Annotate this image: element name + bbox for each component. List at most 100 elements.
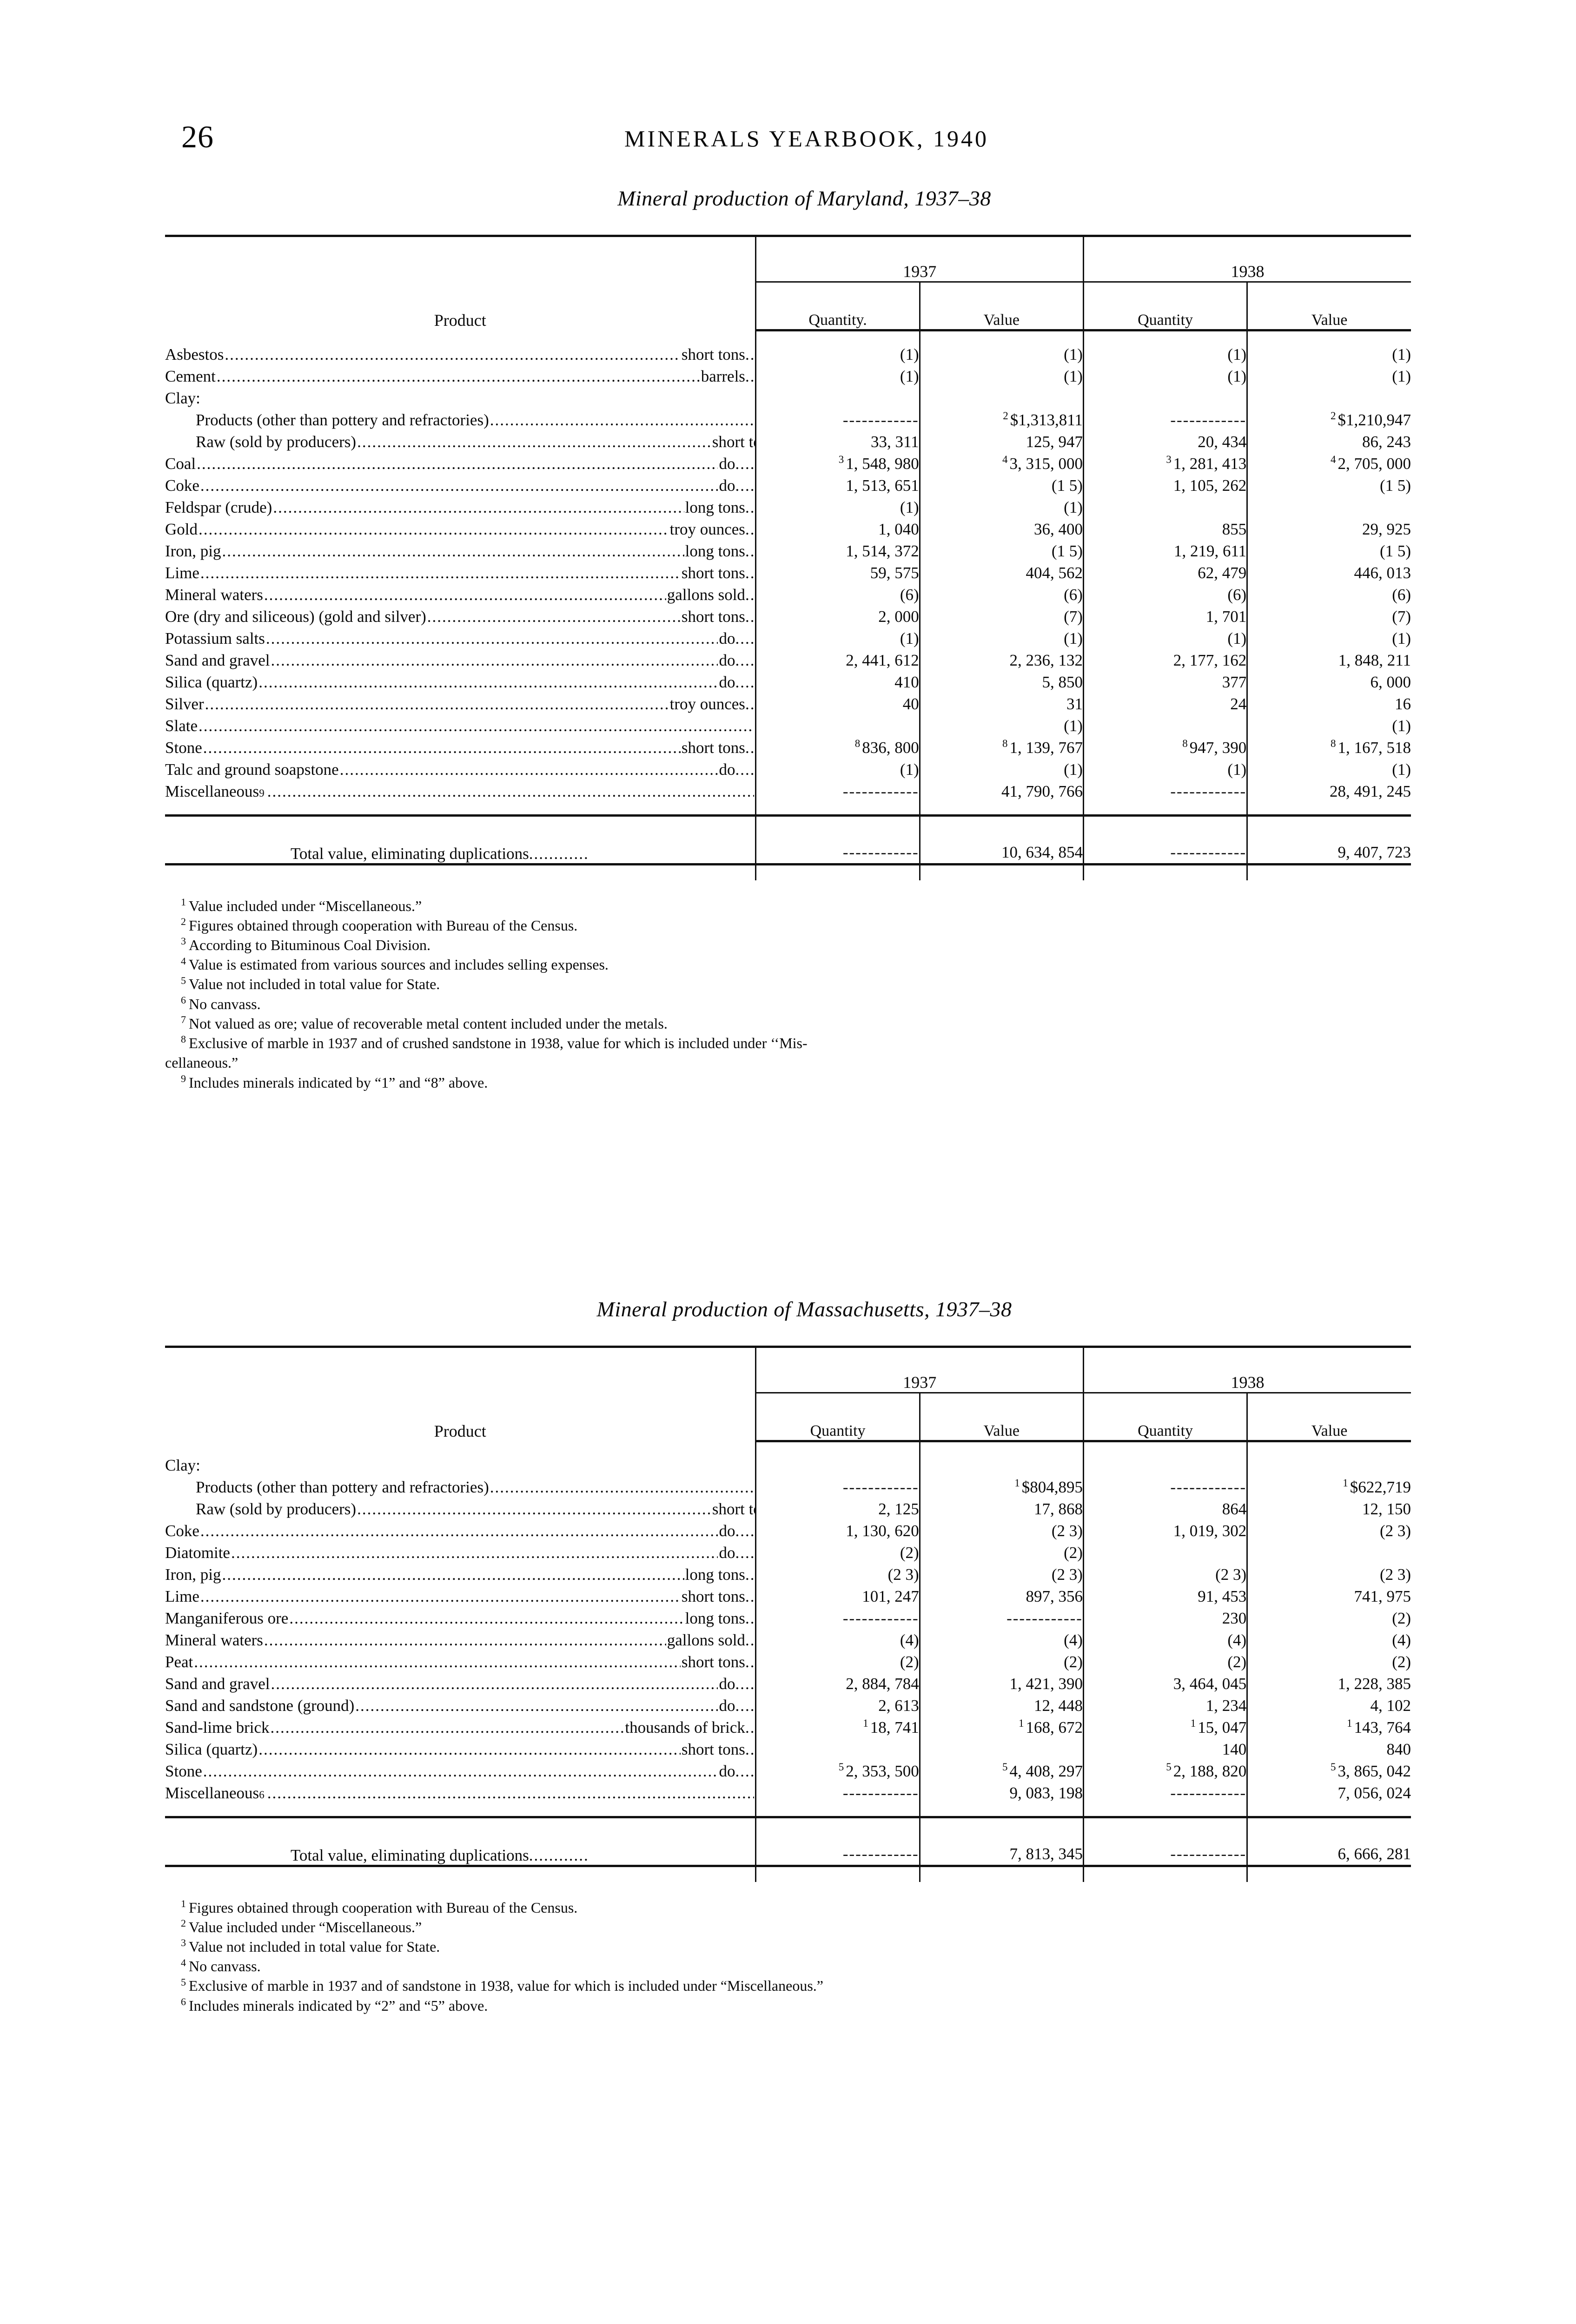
empty-dash-leader: ------------: [842, 1478, 919, 1496]
quantity-1938-cell: 1, 234: [1082, 1694, 1247, 1717]
product-cell: Mineral waters..........................…: [165, 1629, 756, 1651]
value-1938-cell: 29, 925: [1246, 518, 1411, 540]
empty-dash-leader: ------------: [1170, 410, 1247, 429]
maryland-table-body: Asbestos................................…: [165, 330, 1411, 880]
cell-value: 2, 613: [878, 1696, 919, 1715]
product-label: Potassium salts: [165, 629, 265, 647]
cell-value: 2, 177, 162: [1173, 651, 1247, 669]
product-leader-row: Feldspar (crude)........................…: [165, 496, 755, 518]
footnote-line: 1 Figures obtained through cooperation wi…: [165, 1898, 1411, 1917]
unit-label: do: [719, 1521, 735, 1540]
product-cell: Cement..................................…: [165, 365, 756, 387]
unit-dot-leader: ....: [735, 651, 755, 669]
spacer-cell: [1082, 330, 1247, 343]
cell-value: (2): [1227, 1652, 1247, 1671]
cell-value: 33, 311: [870, 432, 919, 451]
unit-label: thousands of brick: [625, 1718, 745, 1736]
product-cell: Manganiferous ore.......................…: [165, 1607, 756, 1629]
product-cell: Ore (dry and siliceous) (gold and silver…: [165, 606, 756, 627]
cell-value: 410: [894, 673, 919, 691]
product-cell: Lime....................................…: [165, 1585, 756, 1607]
dot-leader: ........................................…: [339, 760, 718, 779]
footnote-marker: 1: [863, 1717, 868, 1729]
cell-value: (1): [1064, 629, 1083, 647]
cell-value: 2, 000: [878, 607, 919, 626]
dot-leader: ........................................…: [200, 1521, 718, 1540]
cell-value: (7): [1392, 607, 1411, 626]
cell-value: (1): [1392, 345, 1411, 363]
product-label: Coke: [165, 476, 199, 495]
value-1938-cell: 12, 150: [1246, 1498, 1411, 1520]
product-leader-row: Mineral waters..........................…: [165, 584, 755, 606]
footnote-marker: 1: [1343, 1477, 1348, 1489]
value-1937-cell: 897, 356: [919, 1585, 1084, 1607]
empty-dash-leader: ------------: [842, 1783, 919, 1802]
footnote-marker: 5: [1002, 1761, 1008, 1773]
col-header-year-1938: 1938: [1082, 1345, 1411, 1394]
footnote-marker: 6: [181, 994, 186, 1006]
total-dot-leader: ............: [529, 1846, 589, 1864]
quantity-1938-cell: 20, 434: [1082, 430, 1247, 453]
value-1937-cell: [919, 1454, 1084, 1476]
spacer-cell: [1082, 1803, 1247, 1817]
unit-dot-leader: ..: [745, 520, 755, 538]
dot-leader: ........................................…: [205, 694, 669, 713]
quantity-1937-cell: 3 1, 548, 980: [755, 452, 920, 475]
quantity-1938-cell: [1082, 714, 1247, 737]
value-1938-cell: (1): [1246, 365, 1411, 387]
product-label: Ore (dry and siliceous) (gold and silver…: [165, 607, 426, 626]
dot-leader: ........................................…: [197, 454, 718, 473]
table-spacer-row: [165, 1803, 1411, 1817]
value-1937-cell: 2 $1,313,811: [919, 409, 1084, 431]
product-label: Clay:: [165, 389, 200, 407]
quantity-1938-cell: 91, 453: [1082, 1585, 1247, 1607]
value-1938-cell: (1): [1246, 627, 1411, 649]
product-label: Talc and ground soapstone: [165, 760, 339, 779]
col-header-value-1937: Value: [919, 1393, 1084, 1442]
cell-value: 40: [902, 694, 919, 713]
cell-value: (2): [1064, 1652, 1083, 1671]
unit-dot-leader: ....: [735, 1674, 755, 1693]
cell-value: (2 3): [1051, 1521, 1083, 1540]
quantity-1938-cell: 1, 701: [1082, 605, 1247, 627]
value-1937-cell: (1): [919, 365, 1084, 387]
cell-value: 1, 234: [1205, 1696, 1247, 1715]
value-1937-cell: [919, 387, 1084, 409]
unit-dot-leader: ..: [745, 345, 755, 363]
quantity-1938-cell: 1, 019, 302: [1082, 1519, 1247, 1542]
cell-value: 20, 434: [1198, 432, 1247, 451]
col-header-quantity-1937: Quantity: [755, 1393, 920, 1442]
cell-value: 2, 884, 784: [846, 1674, 919, 1693]
empty-dash-leader: ------------: [842, 410, 919, 429]
total-row: Total value, eliminating duplications...…: [165, 1816, 1411, 1866]
value-1938-cell: (2 3): [1246, 1519, 1411, 1542]
cell-value: 7, 813, 345: [1009, 1844, 1083, 1863]
product-leader-row: Coke....................................…: [165, 475, 755, 496]
quantity-1937-cell: 2, 125: [755, 1498, 920, 1520]
cell-value: (2): [1064, 1543, 1083, 1562]
product-label: Sand and gravel: [165, 651, 270, 669]
dot-leader: ........................................…: [203, 1762, 718, 1780]
product-label: Sand-lime brick: [165, 1718, 270, 1736]
quantity-1937-cell: ------------: [755, 1607, 920, 1629]
table-row: Ore (dry and siliceous) (gold and silver…: [165, 605, 1411, 627]
value-1937-cell: 5, 850: [919, 671, 1084, 693]
footnote-text: Figures obtained through cooperation wit…: [189, 917, 578, 934]
product-leader-row: Clay:: [165, 387, 755, 409]
maryland-footnotes: 1 Value included under “Miscellaneous.” 2 F…: [165, 880, 1411, 1092]
product-cell: Potassium salts.........................…: [165, 627, 756, 649]
product-leader-row: Sand and gravel.........................…: [165, 649, 755, 671]
total-quantity-1937-cell: ------------: [755, 1816, 920, 1866]
value-1937-cell: 9, 083, 198: [919, 1782, 1084, 1804]
unit-label: long tons: [685, 1565, 745, 1584]
massachusetts-table-caption: Mineral production of Massachusetts, 193…: [596, 1297, 1012, 1321]
quantity-1938-cell: 1, 219, 611: [1082, 540, 1247, 562]
product-leader-row: Ore (dry and siliceous) (gold and silver…: [165, 606, 755, 627]
spacer-cell: [919, 330, 1084, 343]
footnote-line: 4 Value is estimated from various sources…: [165, 955, 1411, 974]
unit-dot-leader: ..: [745, 563, 755, 582]
footnote-line: 8 Exclusive of marble in 1937 and of crus…: [165, 1033, 1411, 1053]
unit-label: long tons: [685, 1609, 745, 1627]
cell-value: 2, 125: [878, 1499, 919, 1518]
footnote-marker: 4: [181, 1956, 186, 1968]
